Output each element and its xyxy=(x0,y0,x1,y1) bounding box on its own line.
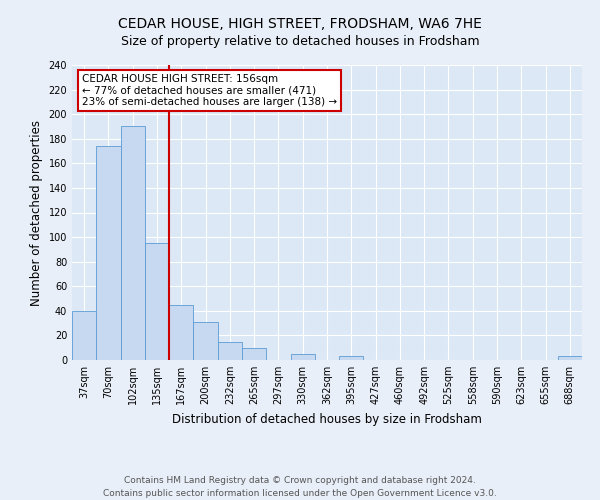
Text: Size of property relative to detached houses in Frodsham: Size of property relative to detached ho… xyxy=(121,35,479,48)
Bar xyxy=(96,146,121,360)
Bar xyxy=(290,354,315,360)
Text: CEDAR HOUSE HIGH STREET: 156sqm
← 77% of detached houses are smaller (471)
23% o: CEDAR HOUSE HIGH STREET: 156sqm ← 77% of… xyxy=(82,74,337,107)
Text: Contains HM Land Registry data © Crown copyright and database right 2024.
Contai: Contains HM Land Registry data © Crown c… xyxy=(103,476,497,498)
Bar xyxy=(218,342,242,360)
Bar xyxy=(145,243,169,360)
Bar xyxy=(242,348,266,360)
Bar xyxy=(169,304,193,360)
Text: CEDAR HOUSE, HIGH STREET, FRODSHAM, WA6 7HE: CEDAR HOUSE, HIGH STREET, FRODSHAM, WA6 … xyxy=(118,18,482,32)
Bar xyxy=(72,311,96,360)
X-axis label: Distribution of detached houses by size in Frodsham: Distribution of detached houses by size … xyxy=(172,412,482,426)
Bar xyxy=(193,322,218,360)
Bar xyxy=(339,356,364,360)
Bar xyxy=(121,126,145,360)
Bar xyxy=(558,356,582,360)
Y-axis label: Number of detached properties: Number of detached properties xyxy=(30,120,43,306)
